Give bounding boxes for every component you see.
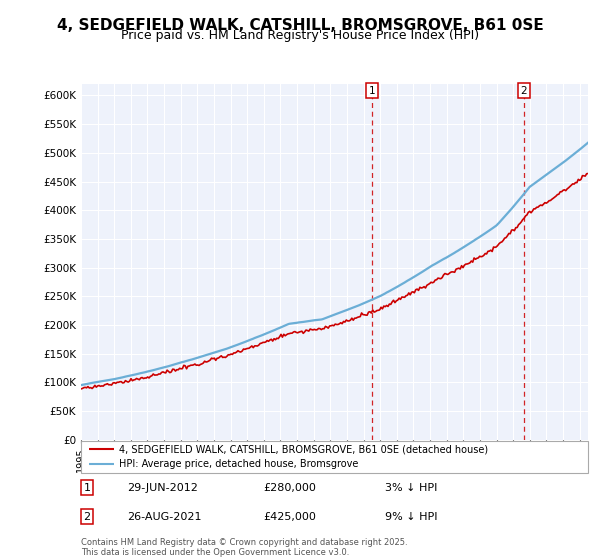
Text: Price paid vs. HM Land Registry's House Price Index (HPI): Price paid vs. HM Land Registry's House …: [121, 29, 479, 42]
Text: 1: 1: [83, 483, 91, 493]
Text: 4, SEDGEFIELD WALK, CATSHILL, BROMSGROVE, B61 0SE: 4, SEDGEFIELD WALK, CATSHILL, BROMSGROVE…: [56, 18, 544, 33]
Text: 4, SEDGEFIELD WALK, CATSHILL, BROMSGROVE, B61 0SE (detached house): 4, SEDGEFIELD WALK, CATSHILL, BROMSGROVE…: [119, 445, 488, 455]
Text: 2: 2: [521, 86, 527, 96]
Text: £425,000: £425,000: [263, 512, 316, 522]
Text: 3% ↓ HPI: 3% ↓ HPI: [385, 483, 437, 493]
Text: £280,000: £280,000: [263, 483, 316, 493]
Text: 2: 2: [83, 512, 91, 522]
Text: 9% ↓ HPI: 9% ↓ HPI: [385, 512, 438, 522]
Text: 29-JUN-2012: 29-JUN-2012: [127, 483, 197, 493]
FancyBboxPatch shape: [81, 441, 588, 473]
Text: Contains HM Land Registry data © Crown copyright and database right 2025.
This d: Contains HM Land Registry data © Crown c…: [81, 538, 407, 557]
Text: 1: 1: [368, 86, 375, 96]
Text: 26-AUG-2021: 26-AUG-2021: [127, 512, 201, 522]
Text: HPI: Average price, detached house, Bromsgrove: HPI: Average price, detached house, Brom…: [119, 459, 358, 469]
